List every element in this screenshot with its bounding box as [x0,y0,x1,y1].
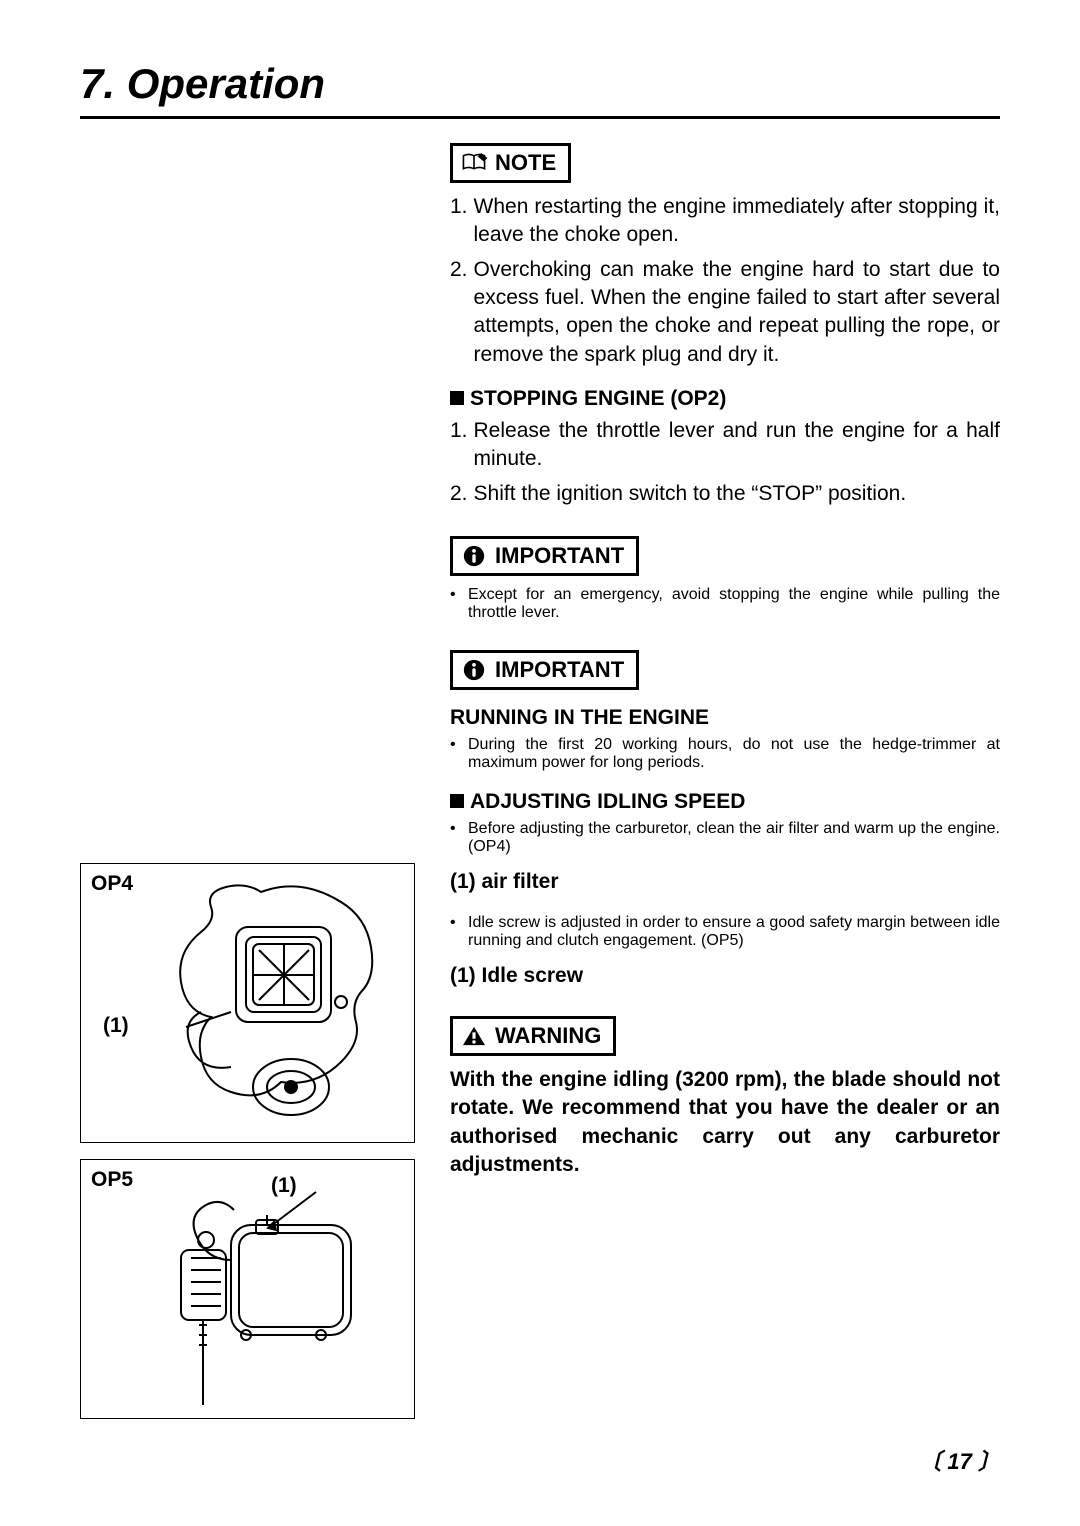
bullet-item: • Idle screw is adjusted in order to ens… [450,914,1000,950]
item-text: Overchoking can make the engine hard to … [474,256,1000,369]
item-number: 2. [450,480,468,508]
bullet-dot: • [450,820,468,856]
item-number: 1. [450,417,468,474]
note-label: NOTE [495,150,556,176]
note-list: 1. When restarting the engine immediatel… [450,193,1000,369]
list-item: 2. Overchoking can make the engine hard … [450,256,1000,369]
important-label: IMPORTANT [495,657,624,683]
bullet-dot: • [450,586,468,622]
bullet-text: Before adjusting the carburetor, clean t… [468,820,1000,856]
bullet-text: During the first 20 working hours, do no… [468,736,1000,772]
figure-op4-label: OP4 [91,872,133,896]
adjusting-heading: ADJUSTING IDLING SPEED [450,790,1000,814]
manual-page: 7. Operation OP4 (1) [0,0,1080,1526]
bullet-item: • Before adjusting the carburetor, clean… [450,820,1000,856]
item-number: 2. [450,256,468,369]
heading-text: ADJUSTING IDLING SPEED [470,790,745,813]
running-in-heading: RUNNING IN THE ENGINE [450,706,1000,730]
square-bullet-icon [450,391,464,405]
idle-screw-sub: (1) Idle screw [450,964,1000,988]
two-column-layout: OP4 (1) [80,143,1000,1435]
right-column: NOTE 1. When restarting the engine immed… [450,143,1000,1435]
important-label: IMPORTANT [495,543,624,569]
bullet-text: Except for an emergency, avoid stopping … [468,586,1000,622]
figure-op5: OP5 (1) [80,1159,415,1419]
warning-label: WARNING [495,1023,601,1049]
figure-op4-callout: (1) [103,1014,129,1038]
title-rule [80,116,1000,119]
page-number: 〔 17 〕 [80,1444,1000,1476]
stopping-heading: STOPPING ENGINE (OP2) [450,387,1000,411]
book-icon [461,152,487,174]
info-circle-icon [461,545,487,567]
square-bullet-icon [450,794,464,808]
item-number: 1. [450,193,468,250]
air-filter-sub: (1) air filter [450,870,1000,894]
bullet-item: • Except for an emergency, avoid stoppin… [450,586,1000,622]
stopping-list: 1. Release the throttle lever and run th… [450,417,1000,508]
list-item: 1. When restarting the engine immediatel… [450,193,1000,250]
list-item: 1. Release the throttle lever and run th… [450,417,1000,474]
list-item: 2. Shift the ignition switch to the “STO… [450,480,1000,508]
page-number-value: 17 [947,1449,971,1474]
important-callout: IMPORTANT [450,536,639,576]
bullet-dot: • [450,914,468,950]
carburetor-diagram-icon [121,1170,381,1410]
figure-op4: OP4 (1) [80,863,415,1143]
engine-diagram-icon [141,872,401,1132]
bullet-item: • During the first 20 working hours, do … [450,736,1000,772]
heading-text: STOPPING ENGINE (OP2) [470,387,726,410]
left-column: OP4 (1) [80,143,420,1435]
bullet-dot: • [450,736,468,772]
bullet-text: Idle screw is adjusted in order to ensur… [468,914,1000,950]
chapter-title: 7. Operation [80,60,1000,108]
item-text: Release the throttle lever and run the e… [474,417,1000,474]
warning-text: With the engine idling (3200 rpm), the b… [450,1066,1000,1179]
item-text: Shift the ignition switch to the “STOP” … [474,480,1000,508]
note-callout: NOTE [450,143,571,183]
item-text: When restarting the engine immediately a… [474,193,1000,250]
warning-callout: WARNING [450,1016,616,1056]
info-circle-icon [461,659,487,681]
important-callout: IMPORTANT [450,650,639,690]
warning-triangle-icon [461,1025,487,1047]
